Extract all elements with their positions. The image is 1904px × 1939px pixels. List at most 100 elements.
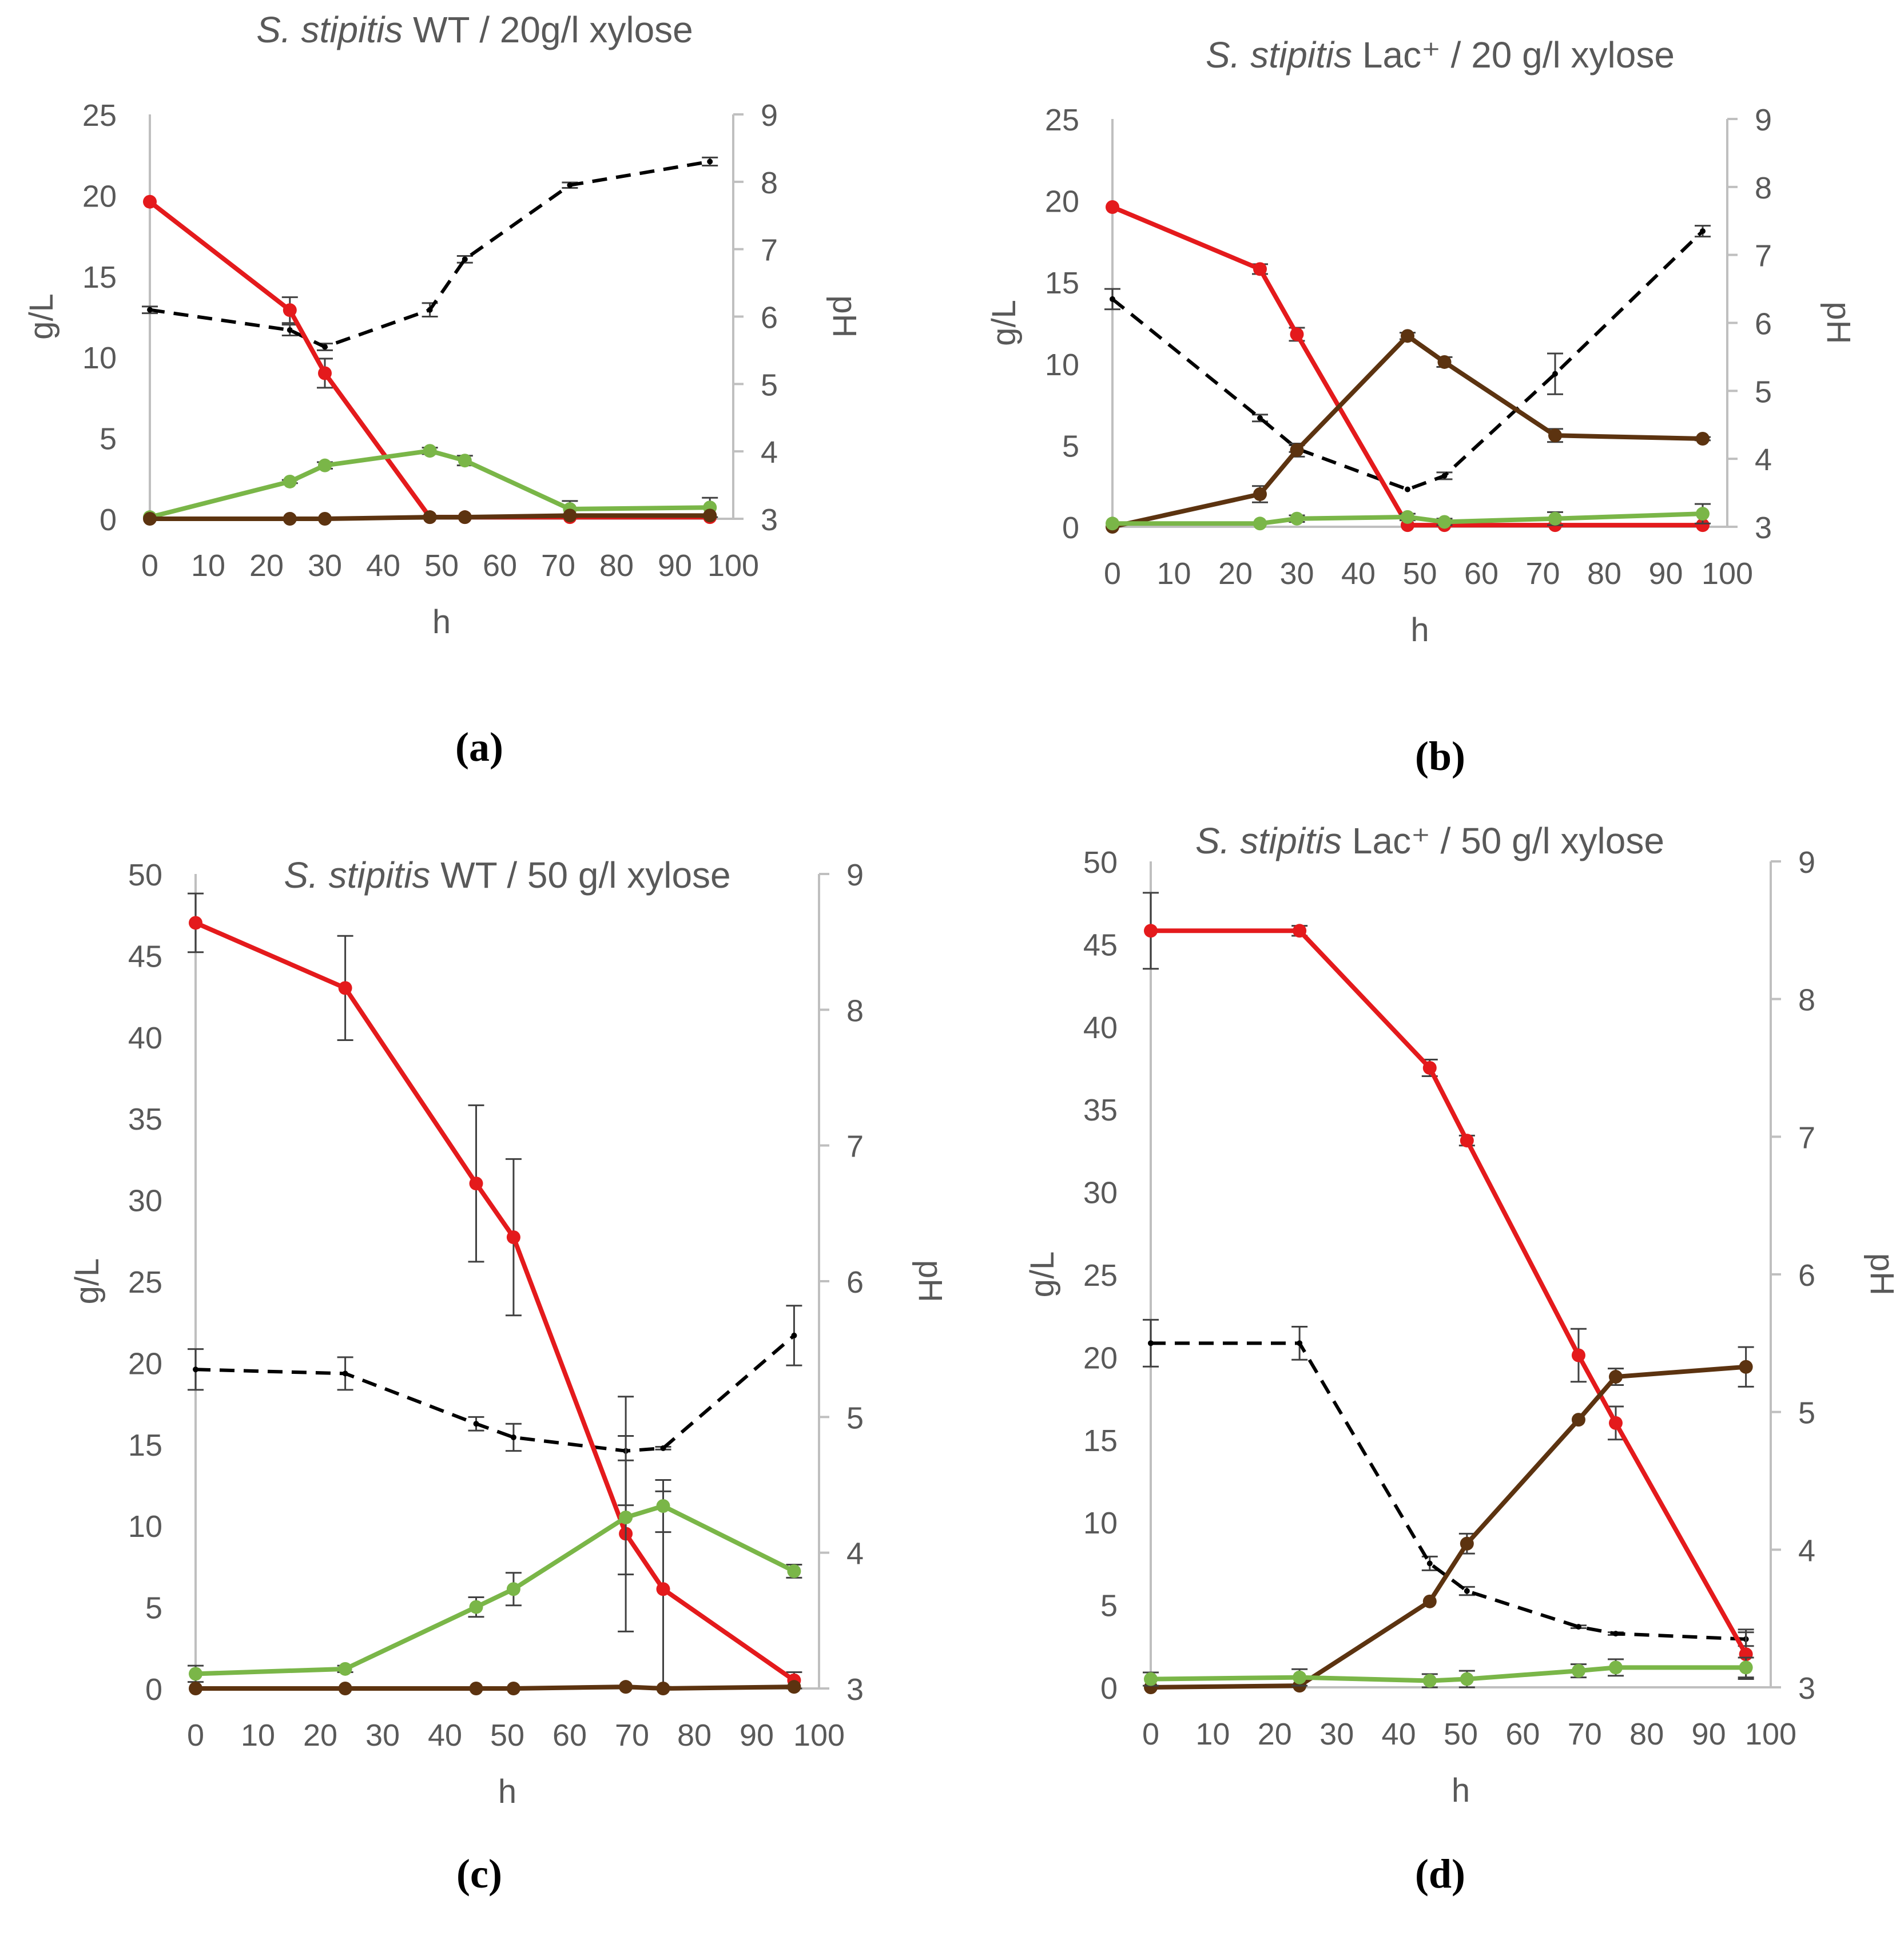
x-tick-label: 90 — [740, 1718, 774, 1753]
data-point — [318, 458, 332, 472]
y2-tick-label: 8 — [761, 166, 778, 200]
data-point — [322, 344, 328, 350]
x-tick-label: 30 — [1279, 557, 1314, 591]
series-line-pH — [149, 160, 710, 349]
y2-axis-title: pH — [1863, 1253, 1901, 1296]
data-point — [318, 512, 332, 526]
x-tick-label: 10 — [1195, 1717, 1230, 1751]
data-point — [1401, 329, 1414, 343]
x-axis-title: h — [432, 603, 451, 641]
y-tick-label: 20 — [128, 1346, 162, 1381]
x-axis-title: h — [1452, 1772, 1470, 1809]
y2-tick-label: 7 — [1755, 239, 1772, 273]
data-point — [1106, 516, 1119, 531]
data-point — [563, 508, 577, 523]
x-axis-title: h — [498, 1773, 516, 1810]
series-line-lactate — [196, 1684, 794, 1691]
x-tick-label: 70 — [1525, 557, 1560, 591]
data-point — [703, 508, 717, 523]
data-point — [1460, 1672, 1474, 1686]
x-tick-label: 0 — [187, 1718, 204, 1753]
data-point — [1571, 1664, 1585, 1678]
x-tick-label: 0 — [1104, 557, 1121, 591]
y-tick-label: 50 — [1083, 845, 1118, 880]
y-tick-label: 0 — [1100, 1671, 1118, 1706]
y-tick-label: 20 — [1045, 185, 1079, 219]
y2-tick-label: 5 — [1798, 1396, 1815, 1431]
x-axis-title: h — [1410, 611, 1429, 649]
data-point — [791, 1332, 797, 1338]
y-tick-label: 5 — [1062, 429, 1079, 463]
y2-tick-label: 5 — [846, 1401, 864, 1435]
y-tick-label: 10 — [82, 341, 117, 375]
data-point — [1696, 518, 1710, 533]
data-point — [283, 303, 297, 317]
x-tick-label: 10 — [1156, 557, 1191, 591]
y2-tick-label: 4 — [1798, 1533, 1815, 1568]
y-tick-label: 35 — [128, 1102, 162, 1137]
x-tick-label: 20 — [249, 549, 284, 583]
data-point — [1257, 415, 1263, 421]
data-point — [462, 256, 468, 263]
x-tick-label: 80 — [599, 549, 634, 583]
y2-tick-label: 4 — [846, 1537, 864, 1571]
data-point — [1422, 1674, 1437, 1688]
series-lactate — [1106, 329, 1711, 534]
data-point — [423, 444, 437, 458]
x-tick-label: 100 — [707, 549, 759, 583]
y-tick-label: 15 — [128, 1428, 162, 1463]
x-tick-label: 20 — [1258, 1717, 1292, 1751]
x-tick-label: 60 — [552, 1718, 587, 1753]
data-point — [506, 1682, 520, 1695]
x-tick-label: 10 — [241, 1718, 275, 1753]
data-point — [1437, 355, 1452, 369]
data-point — [787, 1564, 801, 1578]
series-lactate — [1144, 1346, 1754, 1694]
data-point — [1575, 1624, 1581, 1630]
y-tick-label: 5 — [100, 422, 117, 456]
chart-title-condition: WT / 20g/l xylose — [403, 9, 693, 50]
data-point — [1290, 511, 1304, 526]
x-tick-label: 40 — [366, 549, 400, 583]
y-tick-label: 10 — [1083, 1506, 1118, 1540]
x-tick-label: 90 — [658, 549, 692, 583]
chart-title: S. stipitis WT / 50 g/l xylose — [284, 855, 730, 896]
x-tick-label: 70 — [615, 1718, 649, 1753]
data-point — [1293, 1670, 1307, 1684]
data-point — [318, 366, 332, 380]
y-tick-label: 15 — [82, 260, 117, 295]
data-point — [1613, 1631, 1619, 1637]
data-point — [1548, 428, 1562, 443]
data-point — [1148, 1340, 1154, 1346]
y-tick-label: 15 — [1083, 1424, 1118, 1458]
series-lactate — [189, 1680, 801, 1695]
data-point — [1571, 1348, 1585, 1362]
data-point — [1253, 487, 1267, 501]
data-point — [1144, 924, 1158, 938]
x-tick-label: 0 — [1142, 1717, 1159, 1751]
y-axis-title: g/L — [69, 1258, 106, 1305]
y2-tick-label: 4 — [761, 435, 778, 470]
x-tick-label: 40 — [428, 1718, 462, 1753]
data-point — [656, 1499, 670, 1513]
data-point — [1548, 511, 1562, 526]
x-tick-label: 30 — [365, 1718, 400, 1753]
data-point — [660, 1445, 666, 1451]
data-point — [427, 307, 433, 313]
y-tick-label: 25 — [1083, 1258, 1118, 1293]
series-ethanol — [1143, 1656, 1754, 1688]
data-point — [1441, 472, 1448, 479]
data-point — [189, 916, 202, 930]
data-point — [1253, 262, 1267, 276]
data-point — [458, 454, 472, 468]
data-point — [1696, 431, 1710, 446]
y2-tick-label: 8 — [846, 994, 864, 1028]
series-line-lactate — [1112, 333, 1703, 529]
x-tick-label: 30 — [308, 549, 342, 583]
y-tick-label: 25 — [128, 1265, 162, 1300]
y2-tick-label: 9 — [846, 858, 864, 892]
y-tick-label: 0 — [100, 503, 117, 537]
data-point — [423, 510, 437, 525]
